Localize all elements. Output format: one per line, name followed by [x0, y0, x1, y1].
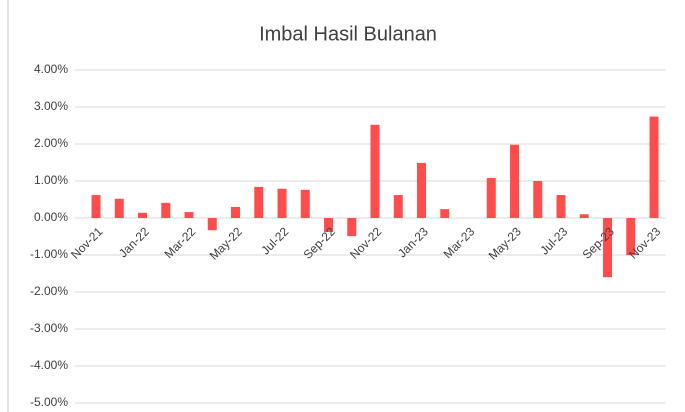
- bar: [254, 186, 264, 218]
- bar: [510, 144, 520, 218]
- chart-title: Imbal Hasil Bulanan: [259, 23, 437, 45]
- bar: [277, 188, 287, 218]
- bar: [324, 218, 334, 233]
- x-tick-label: Jul-22: [258, 224, 291, 257]
- y-tick-label: -4.00%: [30, 358, 68, 372]
- x-tick-label: May-23: [486, 224, 524, 262]
- bar: [370, 124, 380, 218]
- bar: [138, 212, 148, 218]
- bar: [533, 181, 543, 218]
- bar: [184, 212, 194, 218]
- bar: [556, 195, 566, 218]
- bar: [161, 202, 171, 218]
- x-tick-label: Nov-21: [68, 224, 105, 261]
- bar: [207, 218, 217, 231]
- y-tick-label: -3.00%: [30, 321, 68, 335]
- bar: [114, 198, 124, 218]
- y-tick-label: 4.00%: [34, 62, 68, 76]
- bar: [347, 218, 357, 237]
- bar: [231, 206, 241, 218]
- bar: [91, 195, 101, 218]
- y-tick-label: 0.00%: [34, 210, 68, 224]
- y-tick-label: -2.00%: [30, 284, 68, 298]
- y-tick-label: 2.00%: [34, 136, 68, 150]
- bar: [300, 189, 310, 218]
- x-tick-label: Mar-22: [162, 224, 199, 261]
- bar: [486, 178, 496, 218]
- bar: [603, 218, 613, 278]
- y-tick-label: 3.00%: [34, 99, 68, 113]
- x-tick-label: Mar-23: [441, 224, 478, 261]
- bar: [417, 162, 427, 218]
- y-tick-label: 1.00%: [34, 173, 68, 187]
- x-tick-label: Jul-23: [537, 224, 570, 257]
- y-tick-label: -1.00%: [30, 247, 68, 261]
- x-tick-label: Sep-22: [301, 224, 338, 261]
- bar: [393, 195, 403, 218]
- bar: [440, 209, 450, 218]
- bar: [626, 218, 636, 255]
- bar: [649, 116, 659, 218]
- bar: [579, 214, 589, 218]
- y-tick-label: -5.00%: [30, 395, 68, 409]
